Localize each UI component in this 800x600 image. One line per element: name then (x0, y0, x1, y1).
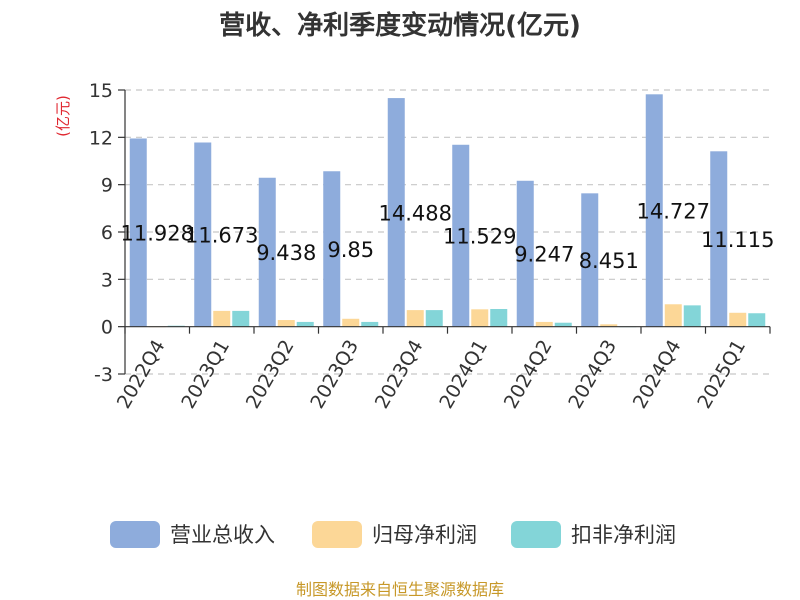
bar-2022Q4-series-0 (129, 138, 147, 327)
y-tick-label: 0 (101, 317, 113, 339)
legend-label-2: 扣非净利润 (571, 523, 676, 547)
bar-2025Q1-series-0 (710, 151, 728, 327)
bar-2023Q2-series-1 (277, 320, 295, 327)
bar-2024Q2-series-1 (535, 321, 553, 327)
bar-2024Q1-series-0 (452, 144, 470, 327)
legend-swatch-0 (110, 521, 160, 548)
chart-title: 营收、净利季度变动情况(亿元) (219, 10, 581, 41)
bar-2025Q1-series-1 (729, 312, 747, 327)
data-label: 14.488 (379, 201, 452, 225)
legend-label-1: 归母净利润 (372, 523, 477, 547)
bar-2024Q4-series-2 (683, 305, 701, 327)
bar-2023Q1-series-1 (213, 310, 231, 327)
data-label: 9.85 (327, 238, 374, 262)
legend-label-0: 营业总收入 (170, 523, 275, 547)
y-axis-ticks: -3 0 3 6 9 12 15 (89, 80, 125, 386)
data-label: 8.451 (579, 249, 639, 273)
data-label: 11.928 (121, 222, 194, 246)
data-label: 11.529 (443, 225, 516, 249)
data-label: 14.727 (637, 199, 710, 223)
data-label: 11.673 (185, 224, 258, 248)
bar-2024Q2-series-0 (516, 180, 534, 327)
y-tick-label: 12 (89, 127, 113, 149)
bar-2023Q3-series-1 (342, 318, 360, 327)
legend: 营业总收入 归母净利润 扣非净利润 (110, 521, 676, 548)
bar-2023Q4-series-2 (425, 310, 443, 327)
y-tick-label: 3 (101, 269, 113, 291)
y-tick-label: 6 (101, 222, 113, 244)
y-tick-label: -3 (94, 364, 113, 386)
bar-2023Q4-series-1 (406, 310, 424, 327)
bar-2024Q4-series-0 (645, 94, 663, 327)
grid-lines (125, 89, 770, 375)
bar-2024Q1-series-1 (471, 309, 489, 327)
data-label: 9.247 (514, 243, 574, 267)
bar-2023Q2-series-2 (296, 321, 314, 327)
bar-2023Q4-series-0 (387, 98, 405, 327)
bar-2023Q1-series-2 (232, 310, 250, 327)
bar-2025Q1-series-2 (748, 313, 766, 327)
x-tick-label: 2024Q1 (435, 336, 492, 412)
y-tick-label: 15 (89, 80, 113, 102)
bar-2023Q3-series-2 (361, 321, 379, 327)
bar-2023Q1-series-0 (194, 142, 212, 327)
bar-2023Q2-series-0 (258, 177, 276, 327)
data-label: 11.115 (701, 228, 774, 252)
legend-swatch-1 (312, 521, 362, 548)
y-axis-unit-label: (亿元) (54, 95, 72, 137)
bar-2024Q3-series-0 (581, 193, 599, 327)
y-tick-label: 9 (101, 175, 113, 197)
bar-2024Q3-series-1 (600, 324, 618, 327)
bar-2024Q1-series-2 (490, 308, 508, 327)
bars-layer (129, 94, 766, 328)
bar-2024Q2-series-2 (554, 322, 572, 327)
bar-2023Q3-series-0 (323, 171, 341, 327)
x-axis-ticks: 2022Q4 2023Q1 2023Q2 2023Q3 2023Q4 2024Q1 2024… (113, 326, 771, 412)
bar-2024Q4-series-1 (664, 304, 682, 327)
data-label: 9.438 (256, 241, 316, 265)
source-note: 制图数据来自恒生聚源数据库 (296, 580, 504, 599)
legend-swatch-2 (511, 521, 561, 548)
